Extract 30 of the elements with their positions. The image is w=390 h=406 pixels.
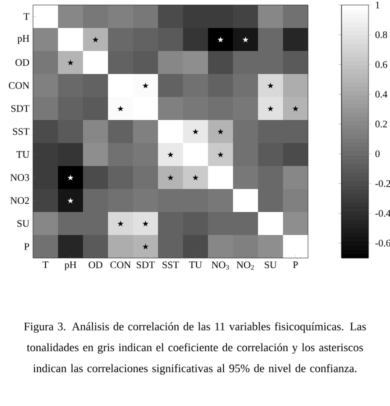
color-bar-label: 0.2 — [375, 120, 387, 128]
x-tick-label: NO$_{3}$ — [212, 262, 229, 270]
text: Figura 3. Análisis de correlación de las 11 variables fisicoquímicas. Las tonalidades en gris indican el coeficiente de correlación y los asteriscos indican las correlaciones significativas al 95% de nivel de confianza. — [24, 322, 366, 375]
y-tick-label: CON — [8, 82, 30, 89]
x-tick-label: OD — [88, 262, 102, 268]
x-tick-label: P — [293, 262, 298, 268]
color-bar-label: 0 — [375, 150, 380, 158]
y-tick-label: TU — [16, 151, 30, 158]
color-bar-label: 0.6 — [375, 61, 388, 68]
x-tick-label: SST — [162, 262, 179, 268]
y-tick-label: SU — [17, 220, 30, 227]
y-tick-label: NO3 — [10, 174, 30, 181]
y-tick-label: OD — [15, 59, 30, 66]
x-tick-label: SU — [264, 262, 277, 268]
y-tick-label: SDT — [11, 105, 30, 112]
y-tick-label: SST — [12, 128, 30, 135]
x-tick-label: CON — [110, 262, 131, 268]
y-tick-label: P — [24, 243, 30, 250]
x-tick-label: pH — [64, 262, 76, 270]
color-bar-label: 0.8 — [375, 31, 388, 38]
color-bar-label: 0.4 — [375, 90, 388, 98]
y-tick-label: T — [24, 13, 30, 20]
y-tick-label: NO2 — [10, 197, 29, 204]
color-bar-label: 1 — [376, 2, 380, 8]
x-tick-label: NO$_{2}$ — [236, 262, 254, 270]
x-tick-label: TU — [189, 262, 202, 268]
x-tick-label: T — [42, 262, 48, 268]
color-bar-label: -0.2 — [375, 180, 390, 187]
y-tick-label: pH — [17, 35, 30, 44]
x-tick-label: SDT — [136, 262, 155, 268]
